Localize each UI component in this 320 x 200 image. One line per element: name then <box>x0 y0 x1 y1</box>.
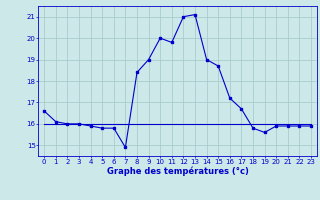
X-axis label: Graphe des températures (°c): Graphe des températures (°c) <box>107 166 249 176</box>
